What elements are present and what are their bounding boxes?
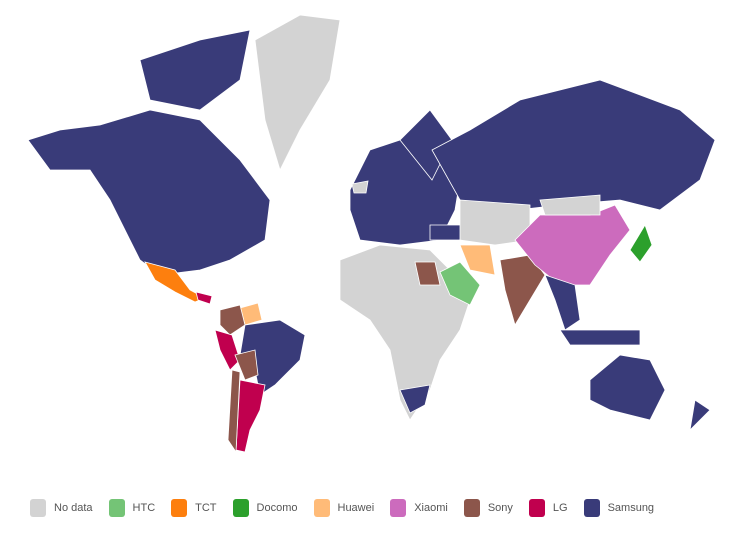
legend-swatch — [30, 499, 46, 517]
region-central-asia[interactable] — [459, 199, 531, 246]
region-arctic-islands[interactable] — [139, 29, 251, 111]
legend-swatch — [171, 499, 188, 517]
legend-label: No data — [54, 502, 93, 514]
region-colombia[interactable] — [219, 304, 246, 336]
region-australia[interactable] — [589, 354, 666, 421]
legend: No data HTC TCT Docomo Huawei Xiaomi Sony LG Sam… — [30, 499, 670, 517]
region-south-africa[interactable] — [399, 384, 431, 414]
legend-label: Xiaomi — [414, 502, 448, 514]
region-mongolia[interactable] — [539, 194, 601, 216]
region-argentina[interactable] — [235, 379, 266, 453]
legend-swatch — [313, 499, 330, 517]
legend-item-tct[interactable]: TCT — [171, 499, 217, 517]
region-iran[interactable] — [459, 244, 496, 276]
legend-item-lg[interactable]: LG — [528, 499, 568, 517]
legend-swatch — [583, 499, 600, 517]
legend-item-samsung[interactable]: Samsung — [583, 499, 655, 517]
region-central-america[interactable] — [195, 291, 213, 305]
legend-label: Samsung — [607, 502, 655, 514]
legend-label: Docomo — [256, 502, 298, 514]
region-north-america[interactable] — [27, 109, 271, 276]
legend-item-sony[interactable]: Sony — [463, 499, 513, 517]
region-indonesia[interactable] — [559, 329, 641, 346]
legend-swatch — [528, 499, 545, 517]
region-new-zealand[interactable] — [689, 399, 711, 432]
region-africa[interactable] — [339, 244, 471, 421]
legend-swatch — [232, 499, 249, 517]
map-canvas — [27, 14, 716, 454]
legend-item-nodata[interactable]: No data — [30, 499, 93, 517]
region-saudi-arabia[interactable] — [439, 261, 481, 306]
region-japan[interactable] — [629, 224, 653, 263]
legend-swatch — [463, 499, 480, 517]
region-chile[interactable] — [227, 369, 241, 454]
region-peru[interactable] — [214, 329, 241, 371]
legend-label: Huawei — [337, 502, 375, 514]
legend-swatch — [390, 499, 407, 517]
region-bolivia[interactable] — [234, 349, 259, 381]
legend-label: TCT — [195, 502, 217, 514]
region-greenland[interactable] — [254, 14, 341, 172]
legend-item-docomo[interactable]: Docomo — [232, 499, 298, 517]
region-egypt[interactable] — [414, 261, 441, 286]
legend-label: Sony — [487, 502, 513, 514]
legend-swatch — [108, 499, 125, 517]
region-russia[interactable] — [431, 79, 716, 213]
legend-item-htc[interactable]: HTC — [108, 499, 156, 517]
legend-item-huawei[interactable]: Huawei — [313, 499, 375, 517]
legend-label: LG — [552, 502, 568, 514]
legend-item-xiaomi[interactable]: Xiaomi — [390, 499, 448, 517]
legend-label: HTC — [132, 502, 156, 514]
region-iceland[interactable] — [351, 180, 369, 194]
region-southeast-asia[interactable] — [544, 274, 581, 331]
